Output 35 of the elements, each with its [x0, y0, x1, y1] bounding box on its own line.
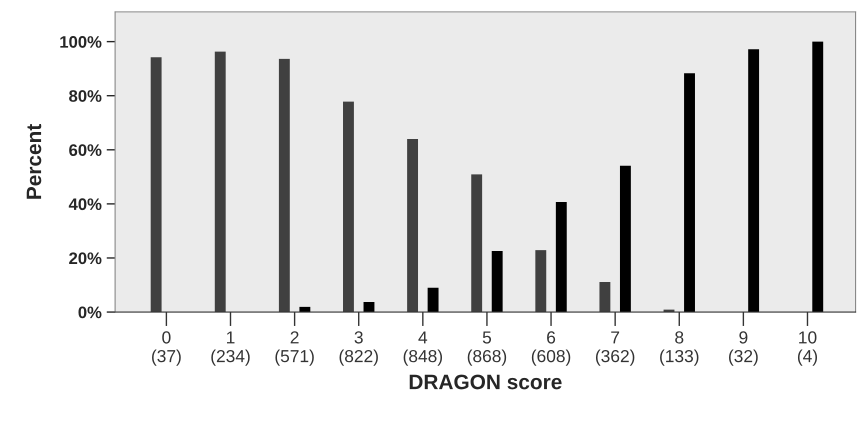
- bar: [556, 202, 567, 312]
- y-tick-label: 100%: [60, 36, 102, 48]
- x-axis-title: DRAGON score: [410, 374, 562, 390]
- x-tick-label: 9 (32): [729, 331, 758, 366]
- x-tick-label: 1 (234): [211, 331, 250, 366]
- bar: [278, 58, 290, 312]
- bar: [471, 174, 482, 312]
- y-tick-label: 60%: [69, 144, 102, 156]
- x-tick-label: 2 (571): [275, 331, 314, 366]
- bar: [620, 166, 631, 312]
- y-tick-label: 0%: [78, 306, 102, 318]
- bar: [214, 52, 226, 312]
- bar: [599, 282, 610, 312]
- bar: [748, 49, 760, 312]
- bar: [535, 250, 546, 312]
- y-tick-label: 40%: [68, 198, 102, 210]
- bar: [150, 57, 162, 312]
- x-tick-label: 7 (362): [596, 331, 634, 366]
- y-tick-label: 80%: [69, 90, 102, 102]
- x-tick-label: 3 (822): [340, 331, 378, 366]
- bar: [428, 288, 439, 312]
- y-tick-label: 20%: [69, 252, 102, 264]
- x-tick-label: 8 (133): [660, 331, 698, 366]
- bar: [492, 250, 503, 312]
- bar: [364, 302, 374, 312]
- x-tick-label: 0 (37): [152, 331, 181, 366]
- x-tick-label: 4 (848): [404, 331, 442, 366]
- x-tick-label: 5 (868): [468, 331, 506, 366]
- x-tick-label: 6 (608): [532, 331, 570, 366]
- y-axis-title: Percent: [26, 124, 42, 199]
- bar: [343, 102, 354, 312]
- bar: [407, 138, 418, 312]
- bar: [812, 42, 824, 312]
- bar: [684, 73, 695, 312]
- x-tick-label: 10 (4): [798, 331, 818, 366]
